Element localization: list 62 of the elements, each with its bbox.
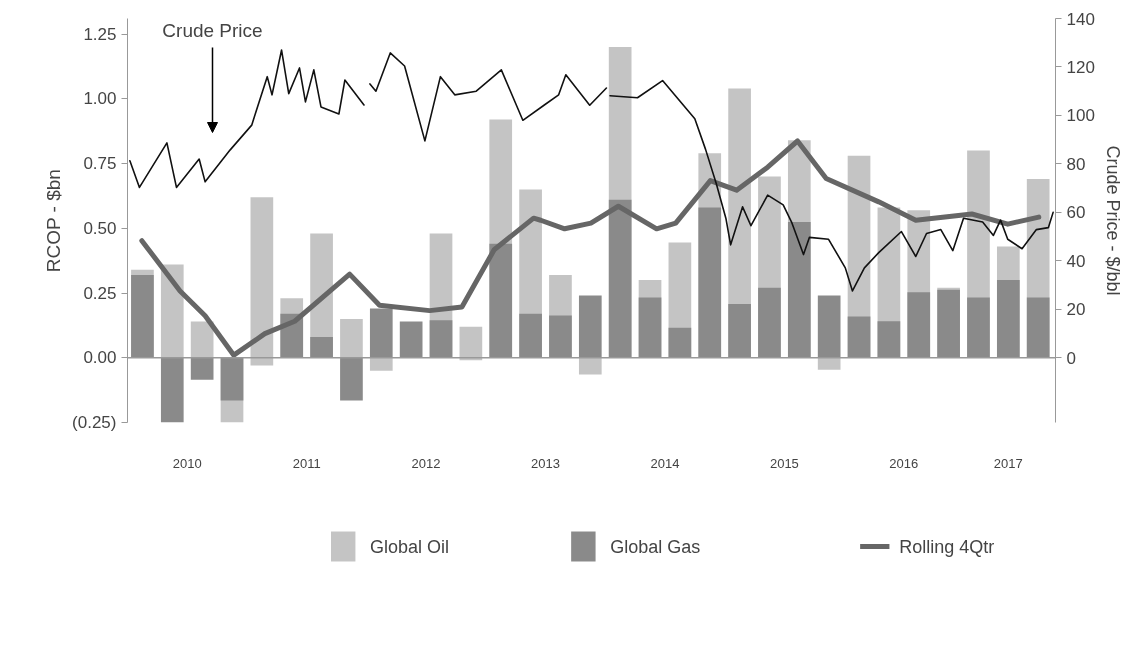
bar bbox=[190, 321, 214, 358]
annotation: Crude Price bbox=[162, 19, 263, 41]
bar bbox=[220, 357, 244, 401]
y2-tick-label: 120 bbox=[1066, 57, 1095, 77]
x-tick-label: 2016 bbox=[889, 455, 919, 471]
bar bbox=[369, 308, 393, 358]
y2-tick-label: 40 bbox=[1066, 251, 1086, 271]
y2-tick-label: 60 bbox=[1066, 203, 1086, 223]
bar bbox=[728, 303, 751, 358]
x-tick-label: 2011 bbox=[292, 455, 321, 471]
bar bbox=[787, 222, 811, 358]
bar bbox=[877, 321, 901, 358]
bar bbox=[310, 337, 333, 358]
bar bbox=[549, 315, 572, 358]
legend-label: Global Gas bbox=[610, 536, 701, 557]
bar bbox=[160, 357, 184, 423]
y2-tick-label: 80 bbox=[1066, 154, 1086, 174]
bar bbox=[369, 357, 393, 371]
bar bbox=[967, 297, 990, 358]
x-tick-label: 2010 bbox=[172, 455, 202, 471]
bar bbox=[907, 292, 931, 358]
bar bbox=[638, 297, 662, 358]
y2-tick-label: 140 bbox=[1066, 9, 1095, 29]
bar bbox=[578, 295, 602, 358]
x-tick-label: 2015 bbox=[769, 455, 799, 471]
legend-label: Global Oil bbox=[370, 536, 450, 557]
y-tick-label: 0.25 bbox=[83, 283, 117, 303]
bar bbox=[847, 316, 871, 358]
y-tick-label: 0.50 bbox=[83, 218, 117, 238]
bar bbox=[190, 357, 214, 380]
bar bbox=[519, 313, 542, 358]
bar bbox=[758, 287, 781, 358]
x-tick-label: 2017 bbox=[993, 455, 1023, 471]
y-tick-label: 1.00 bbox=[83, 89, 117, 109]
y-tick-label: 0.00 bbox=[83, 348, 117, 368]
bar bbox=[817, 357, 841, 370]
y-axis-title: RCOP - $bn bbox=[43, 169, 65, 273]
bar bbox=[399, 321, 423, 358]
legend-label: Rolling 4Qtr bbox=[899, 536, 995, 557]
y-tick-label: 0.75 bbox=[83, 154, 117, 174]
bar bbox=[340, 318, 363, 358]
bar bbox=[817, 295, 841, 358]
bar bbox=[429, 320, 453, 358]
x-tick-label: 2014 bbox=[650, 455, 680, 471]
x-tick-label: 2012 bbox=[411, 455, 441, 471]
bar bbox=[698, 207, 722, 358]
x-tick-label: 2013 bbox=[531, 455, 560, 471]
bar bbox=[1026, 297, 1050, 358]
bar bbox=[668, 327, 692, 358]
bar bbox=[250, 197, 274, 366]
y-tick-label: 1.25 bbox=[83, 24, 117, 44]
y2-tick-label: 20 bbox=[1066, 300, 1086, 320]
y2-axis-title: Crude Price - $/bbl bbox=[1102, 145, 1123, 296]
y2-tick-label: 100 bbox=[1066, 106, 1095, 126]
bar bbox=[160, 264, 184, 358]
y2-tick-label: 0 bbox=[1066, 348, 1076, 368]
bar bbox=[489, 243, 513, 358]
bar bbox=[578, 357, 602, 375]
y-tick-label: (0.25) bbox=[72, 413, 117, 432]
bar bbox=[340, 357, 363, 401]
bar bbox=[608, 199, 632, 358]
bar bbox=[996, 280, 1020, 358]
